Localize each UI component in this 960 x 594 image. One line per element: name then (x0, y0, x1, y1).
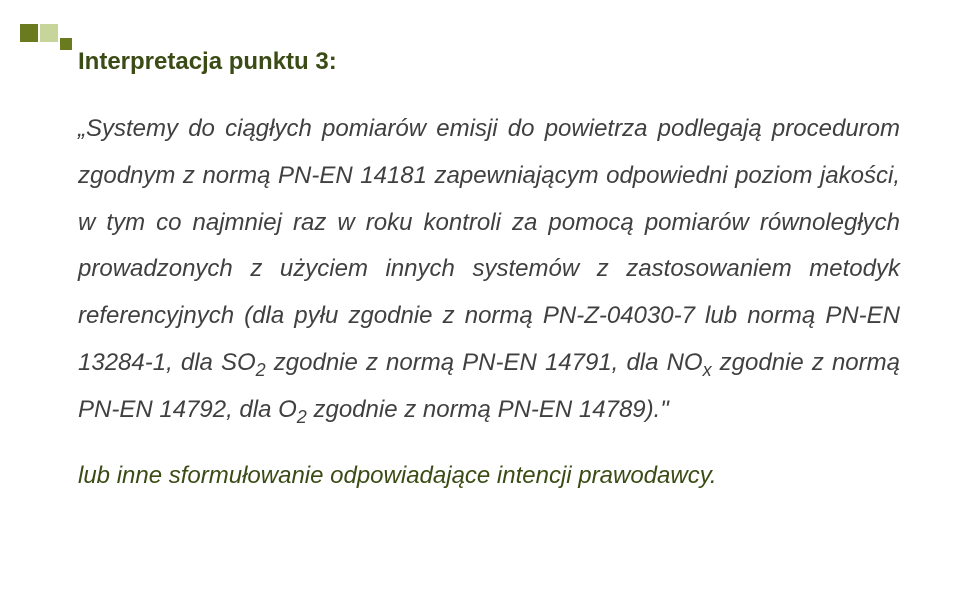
o2-subscript: 2 (297, 407, 307, 427)
corner-squares (20, 24, 72, 50)
slide: Interpretacja punktu 3: „Systemy do ciąg… (0, 0, 960, 594)
content-area: Interpretacja punktu 3: „Systemy do ciąg… (78, 48, 900, 490)
deco-square (60, 38, 72, 50)
deco-square (40, 24, 58, 42)
quote-part-2: zgodnie z normą PN-EN 14791, dla NO (266, 349, 703, 376)
footer-note: lub inne sformułowanie odpowiadające int… (78, 462, 900, 490)
slide-title: Interpretacja punktu 3: (78, 48, 900, 76)
nox-subscript: x (703, 360, 712, 380)
so2-subscript: 2 (256, 360, 266, 380)
deco-square (20, 24, 38, 42)
quote-part-1: „Systemy do ciągłych pomiarów emisji do … (78, 115, 900, 376)
quote-part-4: zgodnie z normą PN-EN 14789)." (307, 396, 669, 423)
quote-block: „Systemy do ciągłych pomiarów emisji do … (78, 106, 900, 434)
